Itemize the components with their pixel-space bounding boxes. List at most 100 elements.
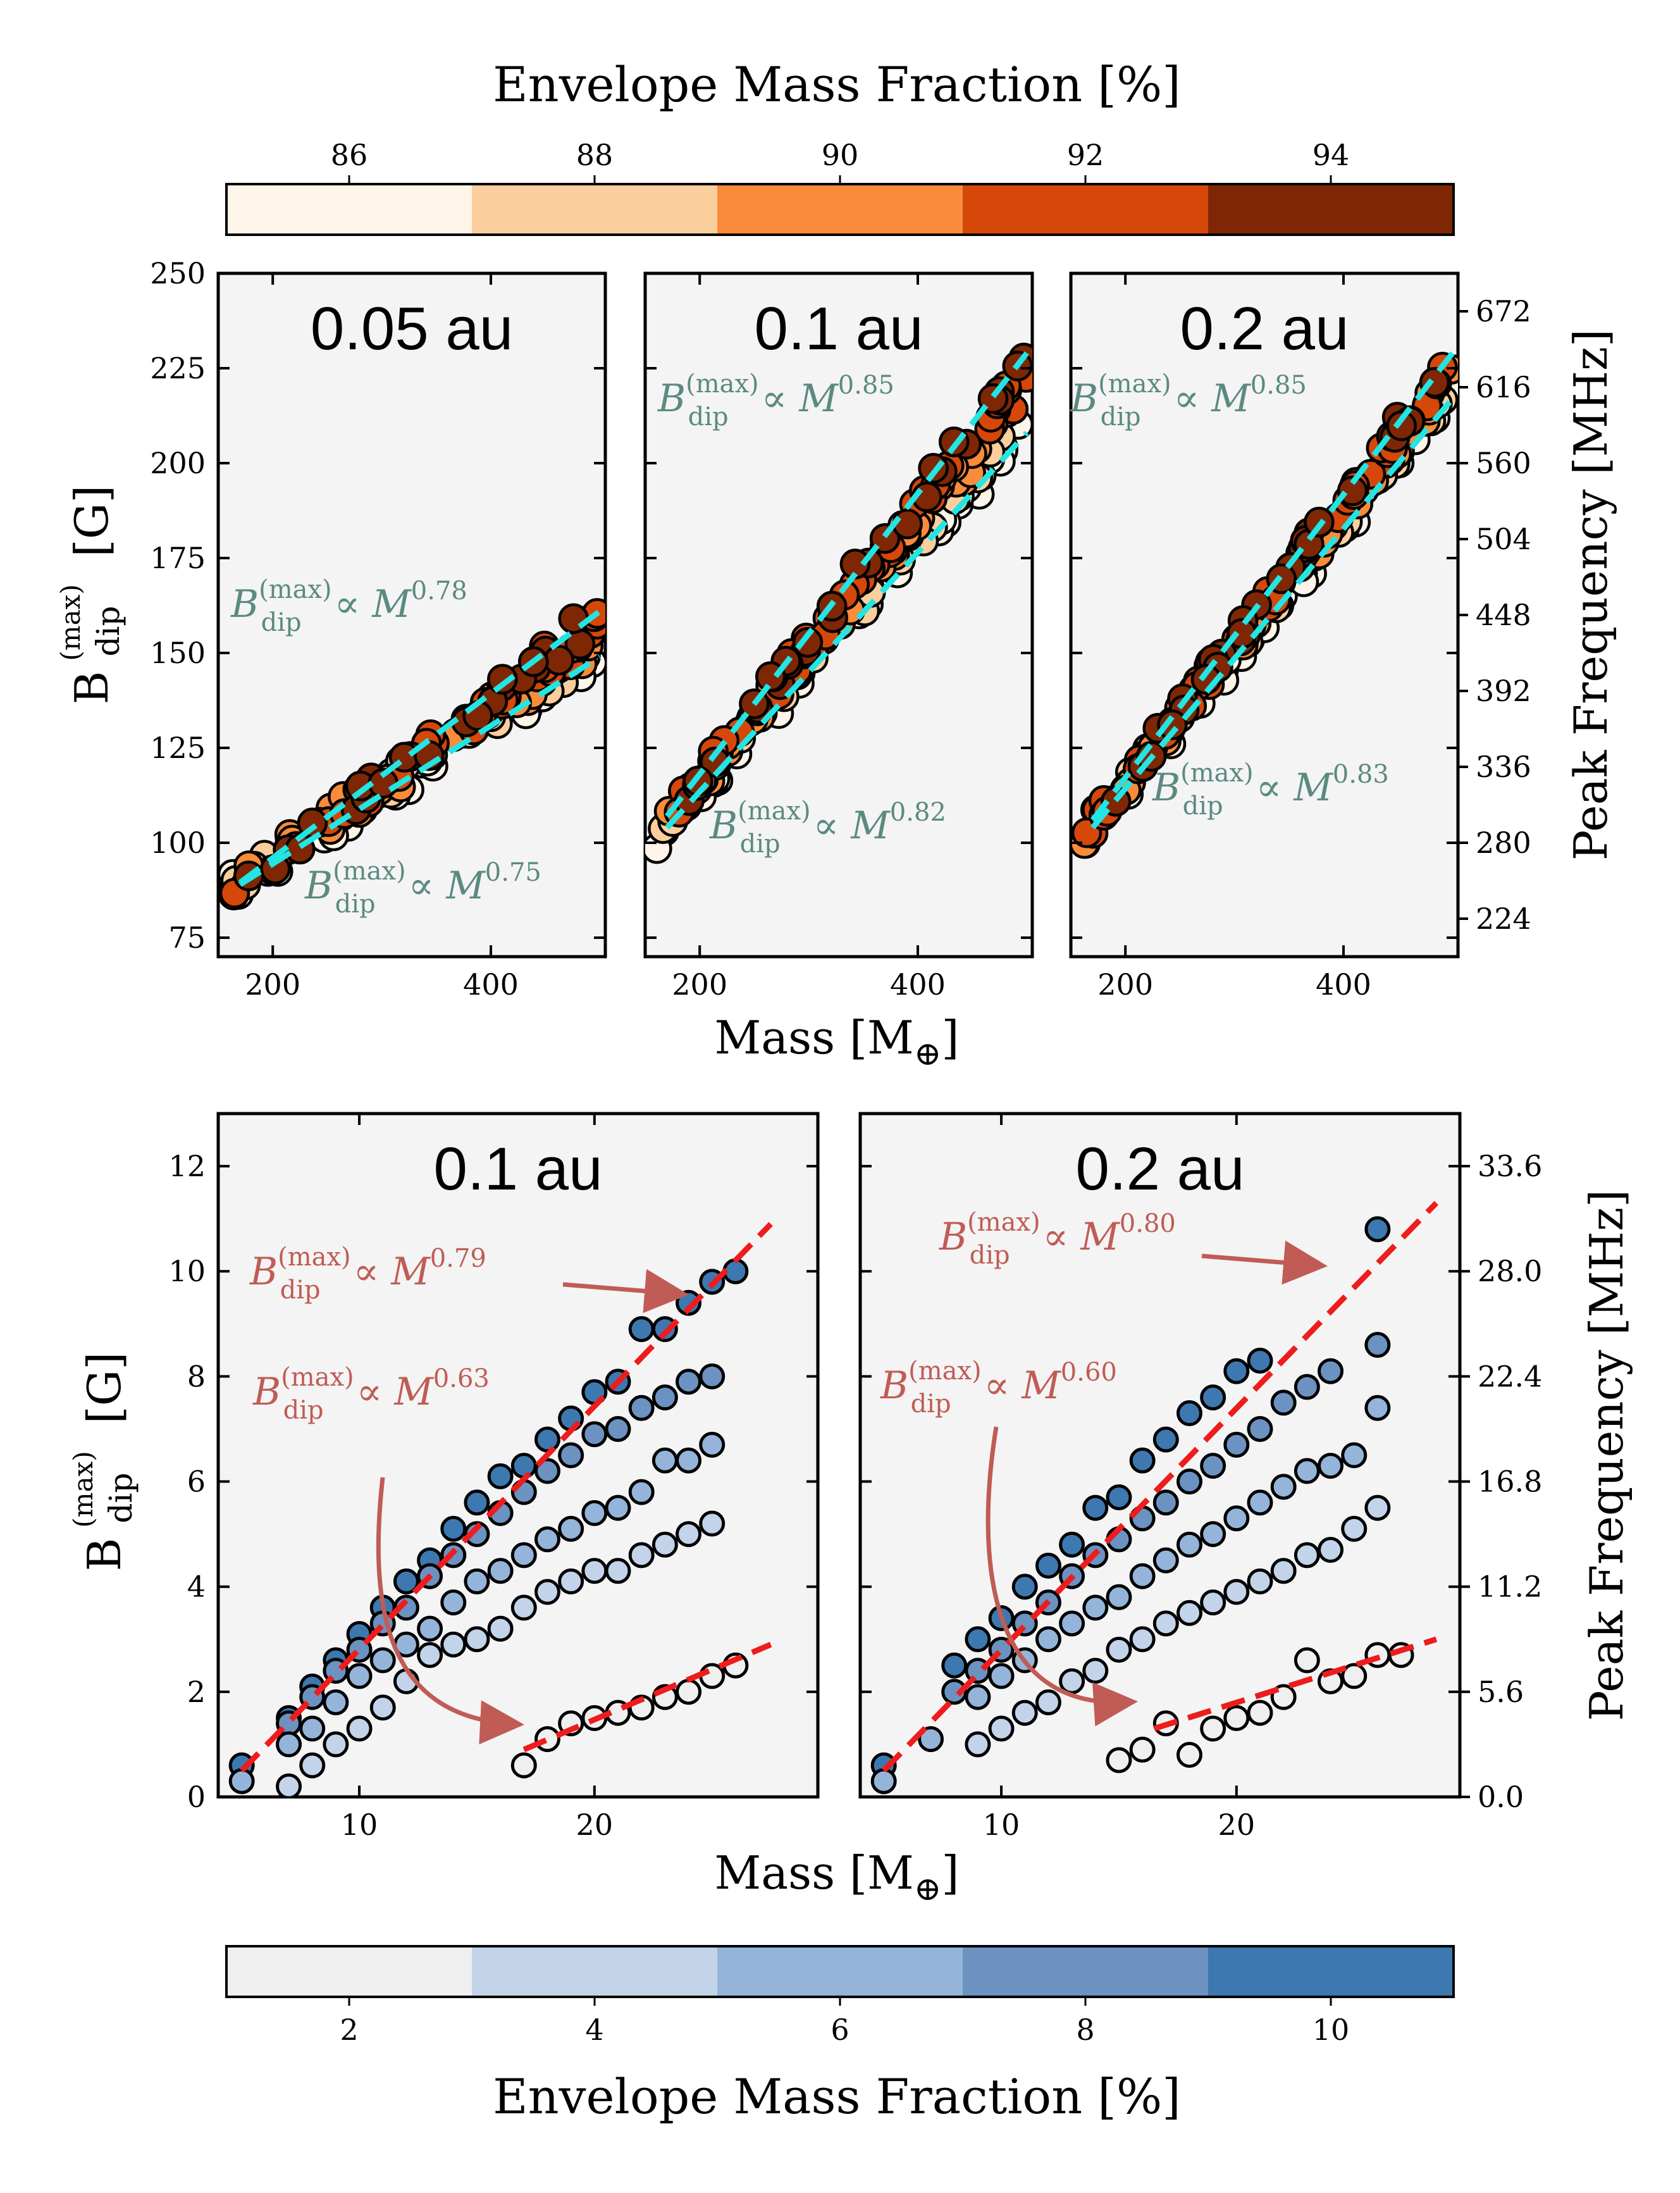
data-point [510,1542,537,1569]
data-point [1129,1626,1156,1653]
top-cbar-bin-2 [717,184,963,235]
data-point [1059,1668,1085,1694]
bottom-xlabel: Mass [M⊕] [715,1846,960,1908]
data-point [918,1726,944,1753]
data-point [1129,1447,1156,1474]
x-tick-label: 400 [1316,967,1371,1002]
bottom-ylabel-unit: [G] [78,1352,131,1424]
data-point [558,1568,584,1594]
right-tick-label: 16.8 [1478,1465,1542,1499]
top-ylabel: B dip (max) [G] [55,485,127,705]
x-tick-label: 20 [1218,1808,1256,1842]
data-point [988,1663,1015,1689]
data-point [228,1768,255,1794]
arrow-0.80 [1201,1240,1328,1285]
data-point [699,1363,726,1389]
axis-ticks: 10 20 0 2 4 6 8 10 12 [168,1114,818,1842]
data-point [1294,1647,1320,1674]
data-point [276,1773,302,1797]
right-tick-label: 33.6 [1478,1149,1542,1183]
data-point [464,1489,490,1516]
bottom-right-ylabel: Peak Frequency [MHz] [1580,1190,1633,1721]
data-point [1294,1374,1320,1400]
data-point [938,426,970,457]
fit-label-1: B(max) dip ∝ M0.82 [709,797,946,859]
right-tick-label: 5.6 [1478,1675,1524,1709]
x-tick-label: 200 [1097,967,1153,1002]
top-colorbar-label: Envelope Mass Fraction [%] [493,56,1181,113]
data-point [1106,1484,1132,1510]
fit-label-1: B(max) dip ∝ M0.60 [880,1357,1117,1419]
right-tick-label: 280 [1476,826,1531,860]
data-point [464,1626,490,1653]
y-tick-label: 2 [187,1675,206,1709]
data-point [892,508,923,540]
data-point [1059,1610,1085,1637]
data-point [1247,1489,1273,1516]
arrow-0.60 [985,1426,1138,1727]
data-point [1200,1715,1226,1742]
data-point [1247,1699,1273,1726]
data-point [1157,709,1188,740]
top-cbar-bin-0 [226,184,472,235]
data-point [652,1447,678,1474]
top-cbar-tick-label-2: 90 [822,138,859,172]
data-point [299,1715,326,1742]
right-tick-label: 672 [1476,294,1531,328]
data-point [1364,1395,1391,1421]
y-tick-label: 150 [150,636,206,670]
bottom-ylabel-sup: (max) [68,1451,99,1527]
top-cbar-bin-4 [1208,184,1454,235]
fit-line-0 [664,351,1029,818]
data-point [628,1395,655,1421]
y-tick-label: 200 [150,446,206,480]
x-tick-label: 400 [463,967,519,1002]
data-point [558,1442,584,1469]
data-point [1176,1742,1202,1768]
data-point [1223,1505,1250,1532]
data-point [1059,1531,1085,1558]
y-tick-label: 175 [150,541,206,575]
data-point [941,1679,968,1705]
bottom-ylabel: B dip (max) [G] [50,1352,142,1572]
panel-0.2-au-top: 200 400 224 280 336 392 448 504 560 616 672 0.2 au B… [1069,271,1531,1002]
y-tick-label: 0 [187,1780,206,1814]
data-point [1176,1400,1202,1427]
right-tick-label: 28.0 [1478,1254,1542,1288]
data-points [1071,351,1458,859]
bottom-colorbar-label: Envelope Mass Fraction [%] [493,2068,1181,2125]
y-tick-label: 12 [168,1149,206,1183]
data-point [440,1515,467,1542]
x-tick-label: 10 [341,1808,378,1842]
panel-0.1-au-top: 200 400 0.1 au B(max) dip ∝ M0.85 B(max) dip ∝ M… [643,271,1034,1002]
data-point [988,1715,1015,1742]
data-point [510,1752,537,1779]
top-cbar-bin-1 [472,184,718,235]
data-point [487,664,518,695]
data-point [510,1594,537,1621]
data-point [1082,1658,1109,1684]
data-point [1035,1552,1061,1579]
data-point [1247,1568,1273,1594]
data-point [1318,1537,1344,1563]
fit-label-0: B(max) dip ∝ M0.79 [249,1243,486,1305]
data-point [628,1316,655,1343]
axis-ticks: 200 400 [645,272,1032,1002]
bottom-ylabel-sub: dip [102,1472,139,1523]
data-point [869,523,901,554]
bottom-cbar-bin-1 [472,1946,718,1997]
top-cbar-tick-label-1: 88 [576,138,614,172]
data-point [346,1663,373,1689]
data-point [1152,1489,1179,1516]
data-point [534,1526,560,1553]
y-tick-label: 100 [150,826,206,860]
fit-line-1 [1090,397,1455,829]
right-tick-label: 560 [1476,446,1531,480]
data-point [965,1731,991,1758]
data-point [323,1689,349,1715]
data-point [534,1579,560,1605]
data-point [1011,1699,1038,1726]
data-point [393,1568,419,1594]
svg-text:B dip (max): B dip (max) [G] [50,1352,142,1572]
data-point [1386,410,1417,442]
